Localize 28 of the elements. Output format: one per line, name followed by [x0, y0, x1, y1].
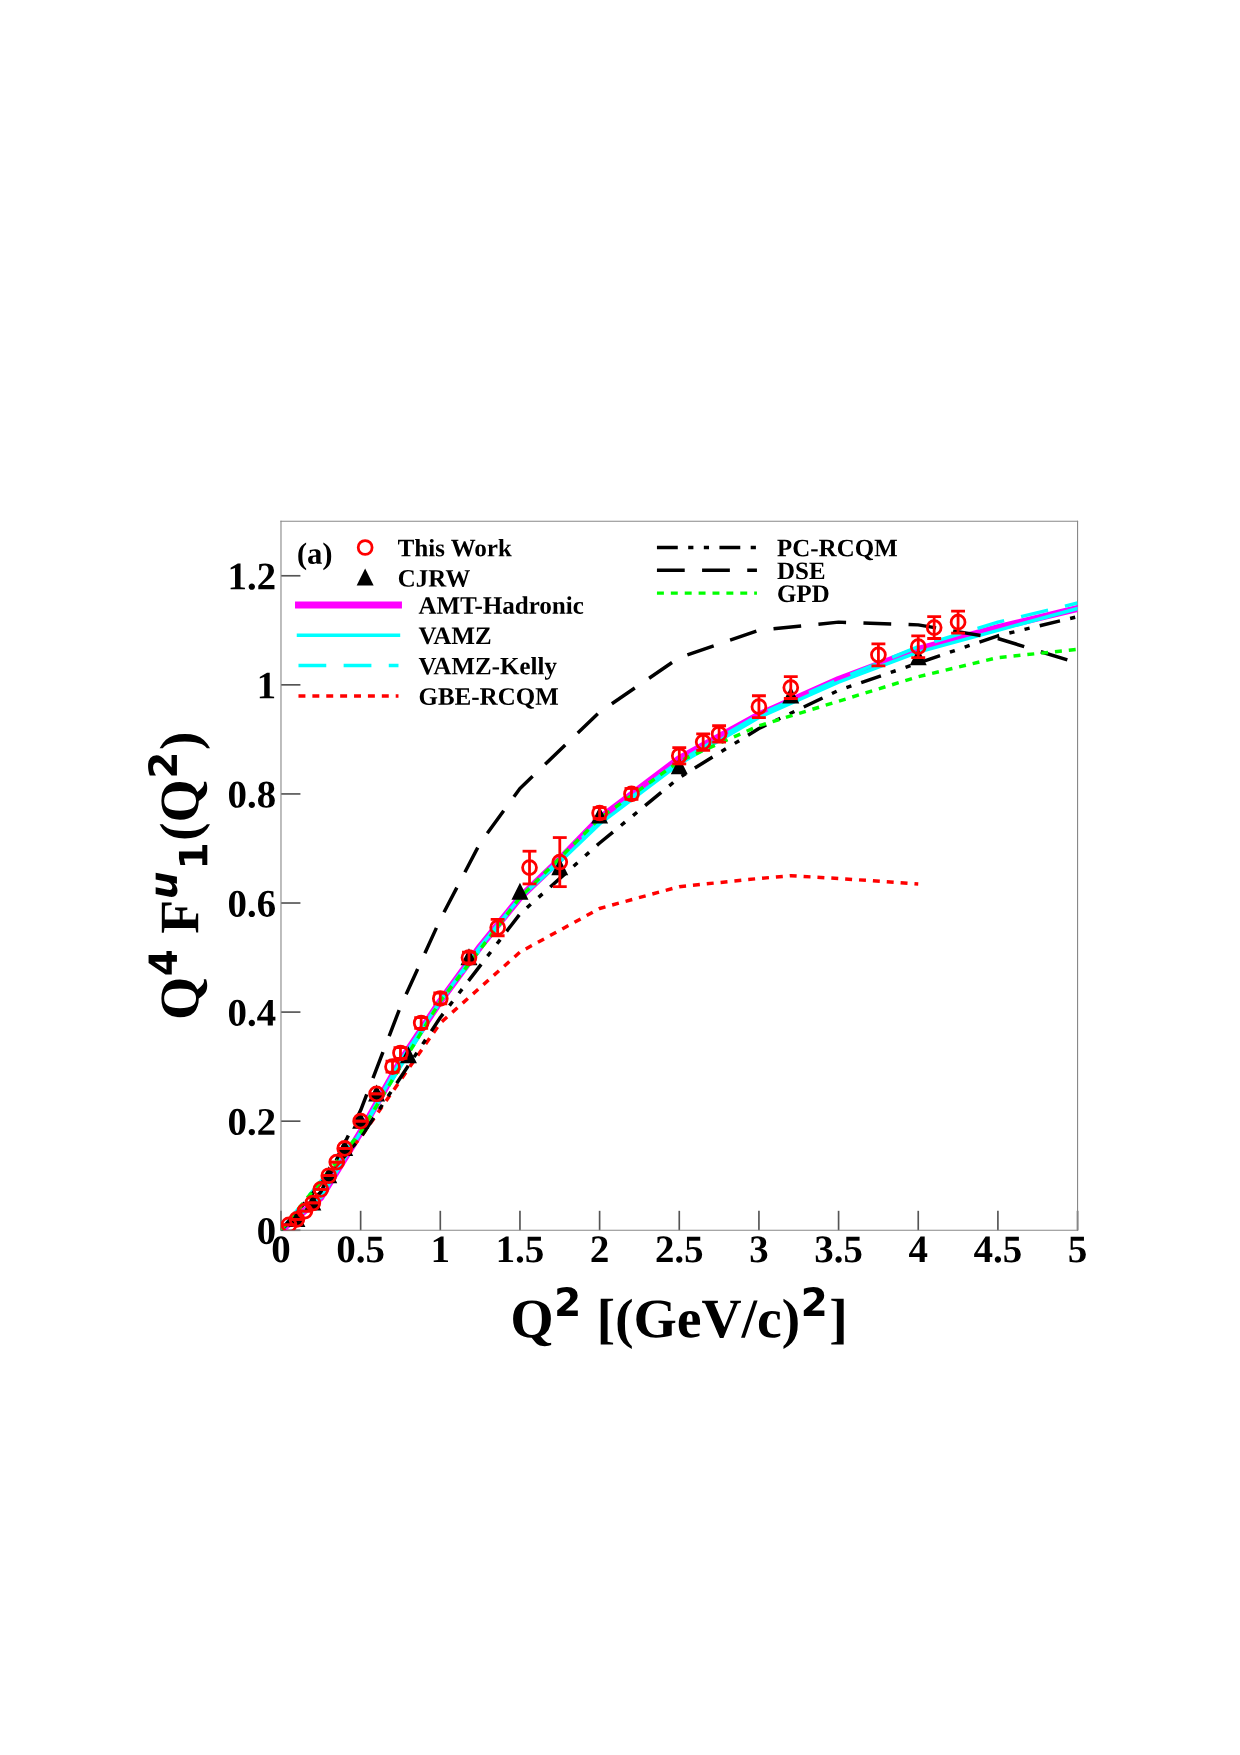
x-tick-label: 1.5 [498, 1236, 543, 1263]
legend-label: PC-RCQM [777, 539, 898, 561]
legend-label: VAMZ [418, 627, 491, 645]
annotation: (a) [298, 542, 332, 571]
x-tick-label: 4.5 [974, 1236, 1021, 1263]
x-tick-label: 0.5 [337, 1236, 384, 1263]
y-tick-label: 0.8 [228, 781, 275, 808]
legend-label: DSE [777, 562, 825, 580]
x-tick-label: 1 [433, 1236, 449, 1263]
x-axis-title: Q$^{2}$ [(GeV/c)$^{2}$] [513, 1287, 844, 1350]
x-tick-label: 4 [909, 1236, 928, 1263]
legend-label: CJRW [398, 570, 470, 587]
x-tick-label: 2.5 [656, 1236, 703, 1263]
y-tick-label: 1 [259, 672, 275, 699]
x-tick-label: 5 [1069, 1236, 1086, 1263]
legend-label: VAMZ-Kelly [418, 656, 557, 680]
y-tick-label: 0.2 [228, 1108, 275, 1136]
y-tick-label: 1.2 [230, 563, 275, 590]
y-tick-label: 0.4 [228, 999, 276, 1027]
x-tick-label: 2 [591, 1236, 608, 1263]
y-tick-label: 0.6 [228, 890, 275, 918]
legend-label: AMT-Hadronic [418, 596, 584, 614]
legend-label: GBE-RCQM [419, 688, 559, 709]
x-tick-label: 3.5 [815, 1236, 862, 1263]
y-axis-title: Q$^{4}$ F$^{u}$$_{1}$(Q$^{2}$) [148, 734, 211, 1018]
x-tick-label: 3 [750, 1236, 768, 1263]
legend-label: GPD [778, 585, 829, 603]
legend-label: This Work [398, 538, 512, 557]
